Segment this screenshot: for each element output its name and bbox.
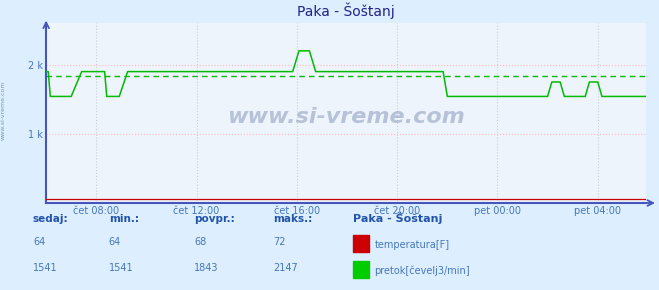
Text: povpr.:: povpr.: [194, 214, 235, 224]
Text: maks.:: maks.: [273, 214, 313, 224]
Text: 72: 72 [273, 237, 286, 247]
Text: Paka - Šoštanj: Paka - Šoštanj [353, 212, 442, 224]
Text: temperatura[F]: temperatura[F] [374, 240, 449, 250]
Text: 64: 64 [33, 237, 45, 247]
Text: min.:: min.: [109, 214, 139, 224]
Title: Paka - Šoštanj: Paka - Šoštanj [297, 3, 395, 19]
Text: www.si-vreme.com: www.si-vreme.com [1, 80, 6, 140]
Text: 1541: 1541 [33, 263, 57, 273]
Text: 64: 64 [109, 237, 121, 247]
Text: 1843: 1843 [194, 263, 219, 273]
Text: sedaj:: sedaj: [33, 214, 69, 224]
Text: 68: 68 [194, 237, 207, 247]
Text: pretok[čevelj3/min]: pretok[čevelj3/min] [374, 266, 470, 276]
Text: 2147: 2147 [273, 263, 299, 273]
Text: www.si-vreme.com: www.si-vreme.com [227, 107, 465, 127]
Text: 1541: 1541 [109, 263, 133, 273]
